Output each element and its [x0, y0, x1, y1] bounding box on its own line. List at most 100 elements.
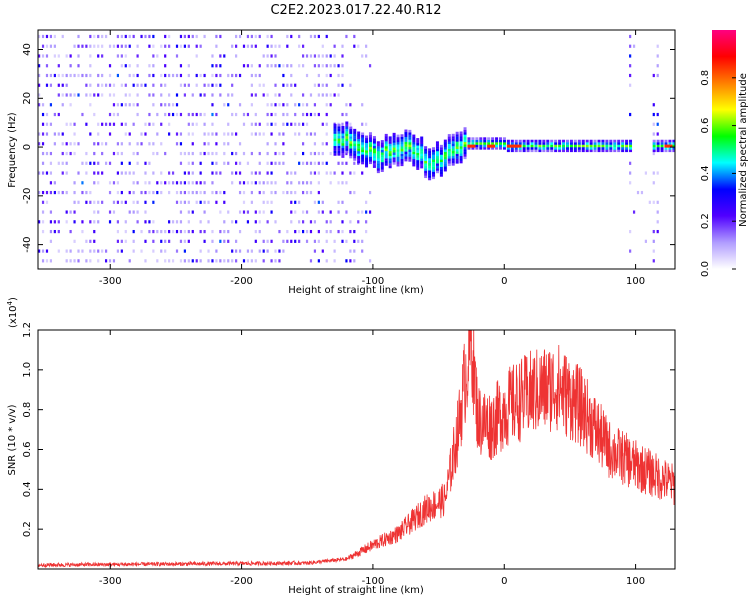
heat-cell [207, 83, 210, 87]
heat-cell [301, 142, 305, 146]
heat-cell [329, 210, 332, 214]
signal-cell [451, 160, 455, 164]
heat-cell [235, 161, 238, 165]
heat-cell [160, 122, 163, 126]
heat-cell [57, 54, 60, 58]
heat-cell [211, 122, 214, 126]
heat-cell [329, 171, 332, 175]
heat-cell [262, 259, 265, 263]
heat-cell [73, 142, 76, 146]
heat-cell [227, 239, 230, 243]
heat-cell [266, 249, 269, 253]
heat-cell [136, 181, 139, 185]
heat-cell [191, 171, 194, 175]
signal-cell [380, 154, 384, 158]
heat-cell [258, 249, 261, 253]
heat-cell [258, 210, 261, 214]
heat-cell [629, 171, 632, 175]
heat-cell [270, 239, 273, 243]
signal-cell [558, 147, 562, 150]
heat-cell [112, 122, 116, 126]
heat-cell [116, 44, 120, 48]
signal-cell [432, 149, 436, 153]
signal-cell [487, 142, 491, 145]
signal-cell [341, 126, 345, 129]
heat-cell [41, 249, 45, 253]
heat-cell [45, 34, 49, 39]
heat-cell [152, 220, 155, 224]
heat-cell [274, 54, 277, 58]
signal-cell [341, 133, 345, 136]
heat-cell [38, 73, 41, 78]
heat-cell [65, 190, 68, 195]
heat-cell [317, 259, 320, 263]
heat-cell [656, 132, 659, 136]
signal-cell [439, 174, 443, 177]
heat-cell [152, 200, 155, 204]
heat-cell [53, 34, 56, 39]
signal-cell [455, 143, 459, 147]
heat-cell [235, 171, 238, 175]
signal-cell [435, 146, 439, 149]
signal-cell [432, 159, 436, 163]
signal-cell [479, 137, 483, 140]
heat-cell [38, 93, 41, 97]
heat-cell [172, 25, 174, 28]
heat-cell [341, 181, 344, 185]
signal-cell [380, 157, 384, 160]
heat-cell [270, 190, 273, 195]
signal-peak [664, 144, 673, 148]
heat-cell [219, 259, 222, 263]
signal-cell [333, 128, 337, 132]
heat-cell [254, 239, 257, 243]
signal-cell [589, 149, 593, 153]
heat-cell [305, 210, 309, 214]
heat-cell [290, 34, 293, 39]
heat-cell [341, 220, 344, 224]
heat-cell [160, 93, 163, 97]
signal-cell [416, 147, 420, 151]
signal-cell [408, 144, 412, 148]
signal-cell [656, 142, 660, 145]
heat-cell [148, 73, 151, 78]
heat-cell [274, 151, 277, 156]
heat-cell [242, 122, 246, 126]
heat-cell [203, 239, 206, 243]
signal-cell [577, 144, 581, 148]
heat-cell [270, 34, 273, 39]
heat-cell [101, 93, 104, 97]
heat-cell [175, 229, 179, 234]
heat-cell [254, 220, 257, 224]
signal-cell [408, 139, 412, 143]
heat-cell [168, 190, 171, 195]
heat-cell [148, 122, 151, 126]
heat-cell [262, 93, 265, 97]
signal-cell [463, 149, 467, 152]
heat-cell [262, 83, 265, 87]
signal-cell [597, 139, 601, 143]
heat-cell [290, 83, 293, 87]
heat-cell [365, 122, 368, 126]
heat-cell [254, 44, 257, 48]
heat-cell [274, 93, 277, 97]
heat-cell [333, 93, 336, 97]
heat-cell [65, 54, 68, 58]
heat-cell [175, 54, 179, 58]
heat-cell [187, 210, 190, 214]
signal-cell [432, 169, 436, 172]
signal-cell [451, 138, 455, 142]
heat-cell [329, 73, 332, 78]
heat-cell [231, 249, 234, 253]
signal-cell [408, 132, 412, 135]
signal-cell [562, 142, 566, 145]
signal-cell [392, 137, 396, 141]
signal-cell [365, 147, 369, 151]
heat-cell [132, 190, 135, 195]
signal-cell [376, 158, 380, 161]
signal-cell [439, 157, 443, 160]
signal-cell [625, 142, 629, 145]
heat-cell [329, 54, 332, 58]
heat-cell [227, 132, 230, 136]
signal-cell [368, 159, 372, 162]
heat-cell [629, 112, 632, 117]
